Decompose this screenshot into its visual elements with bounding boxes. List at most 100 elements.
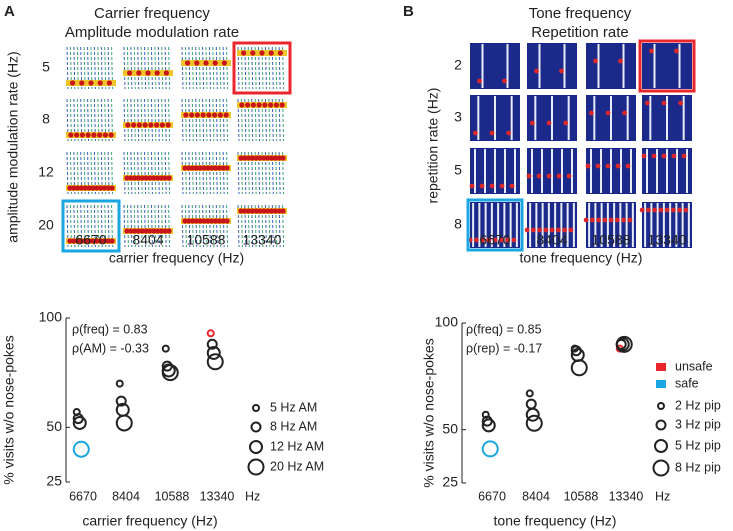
- streak: [137, 46, 140, 90]
- band-dot: [186, 165, 192, 171]
- streak: [184, 98, 187, 142]
- pulse: [631, 203, 634, 247]
- band-dot: [136, 70, 142, 76]
- band-dot: [97, 132, 103, 138]
- x-axis-label: tone frequency (Hz): [494, 513, 617, 529]
- band-dot: [128, 175, 134, 181]
- pulse-dot: [505, 237, 511, 243]
- streak: [144, 204, 147, 248]
- safe-frame: [61, 199, 121, 253]
- streak: [137, 98, 140, 142]
- pulse: [484, 203, 487, 247]
- band-dot: [91, 132, 97, 138]
- dot: [481, 418, 496, 433]
- band-dot: [216, 218, 223, 224]
- x-tick-label: 13340: [200, 489, 235, 503]
- pulse-dot: [536, 173, 542, 179]
- dot: [206, 345, 221, 360]
- row-label: 5: [454, 162, 462, 178]
- pulse: [494, 149, 496, 193]
- pulse: [481, 44, 484, 88]
- streak: [157, 151, 160, 195]
- band-dot: [97, 238, 104, 244]
- streak: [202, 151, 205, 195]
- pulse-dot: [559, 68, 564, 74]
- band-dot: [242, 155, 248, 161]
- streak: [181, 98, 184, 142]
- pulse-dot: [473, 237, 479, 243]
- band-dot: [101, 238, 108, 244]
- panel-title: Repetition rate: [531, 24, 629, 41]
- col-label: 6670: [479, 232, 510, 248]
- streak: [215, 151, 218, 195]
- band-dot: [220, 165, 226, 171]
- pulse: [472, 203, 475, 247]
- band-dot: [272, 155, 279, 161]
- band-dot: [154, 122, 160, 128]
- streak: [212, 98, 215, 142]
- pulse-dot: [489, 183, 495, 189]
- pulse: [678, 44, 681, 88]
- streak: [208, 46, 211, 90]
- pulse-dot: [614, 217, 620, 223]
- streak: [219, 151, 222, 195]
- streak: [205, 46, 208, 90]
- pulse-dot: [562, 227, 568, 233]
- band-dot: [194, 112, 200, 118]
- band-dot: [154, 228, 161, 234]
- pulse: [669, 203, 672, 247]
- pulse: [590, 149, 592, 193]
- streak: [140, 98, 143, 142]
- band-dot: [273, 102, 279, 108]
- streak: [181, 151, 184, 195]
- band-dot: [85, 132, 91, 138]
- band-dot: [189, 112, 195, 118]
- pulse: [681, 203, 684, 247]
- band-dot: [106, 80, 112, 86]
- band-dot: [142, 122, 148, 128]
- streak: [126, 151, 129, 195]
- pulse: [541, 203, 544, 247]
- pulse: [666, 96, 668, 140]
- pulse: [514, 149, 516, 193]
- streak: [184, 204, 187, 248]
- band-dot: [194, 60, 200, 66]
- col-label: 6670: [75, 232, 106, 248]
- streak: [133, 98, 136, 142]
- x-tick-label: 8404: [522, 489, 550, 503]
- pulse-dot: [615, 163, 621, 169]
- band-dot: [261, 208, 267, 214]
- band-dot: [193, 165, 200, 171]
- legend-marker: [252, 404, 260, 412]
- dot: [161, 364, 179, 382]
- band-dot: [67, 185, 73, 191]
- pulse: [563, 44, 566, 88]
- band-dot: [101, 185, 108, 191]
- pulse: [588, 203, 591, 247]
- pulse-dot: [585, 163, 591, 169]
- band-dot: [250, 102, 256, 108]
- band-dot: [201, 165, 207, 171]
- row-label: 8: [42, 111, 50, 127]
- pulse: [484, 149, 486, 193]
- streak: [184, 151, 187, 195]
- x-tick-label: 8404: [112, 489, 140, 503]
- band-dot: [90, 238, 96, 244]
- panel-title: Amplitude modulation rate: [65, 24, 239, 41]
- panel-letter: A: [4, 3, 15, 20]
- dot: [206, 338, 218, 350]
- band-dot: [135, 175, 142, 181]
- band-dot: [68, 132, 74, 138]
- band-dot: [166, 228, 172, 234]
- streak: [147, 46, 150, 90]
- streak: [126, 204, 129, 248]
- thumbnail: [527, 43, 577, 89]
- band-dot: [131, 228, 138, 234]
- streak: [133, 151, 136, 195]
- streak: [198, 151, 201, 195]
- band-dot: [97, 185, 104, 191]
- pulse-dot: [683, 207, 689, 213]
- safe-frame: [466, 198, 524, 252]
- band-dot: [105, 185, 111, 191]
